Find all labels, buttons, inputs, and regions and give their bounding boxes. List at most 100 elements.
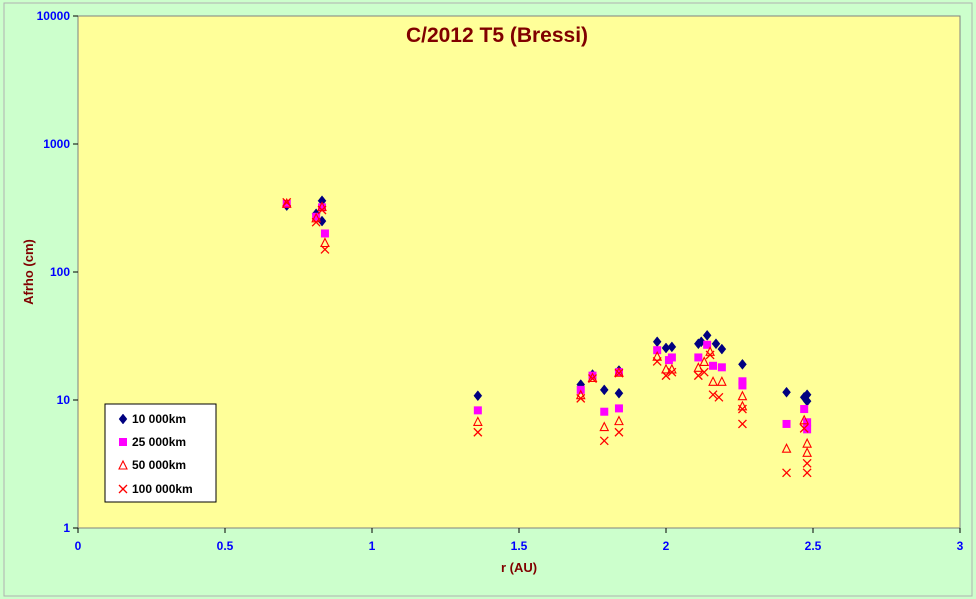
series-3 [281,197,813,457]
data-point-triangle [614,415,624,426]
data-point-diamond [717,343,727,355]
y-axis-title: Afrho (cm) [21,239,36,305]
data-point-x [667,367,677,377]
chart-area-border [3,2,973,597]
data-point-square [800,405,809,414]
data-point-square [588,371,597,380]
data-point-triangle [614,366,624,377]
x-axis-title: r (AU) [501,560,537,575]
data-point-x [799,423,809,433]
data-point-x [282,197,292,207]
legend: 10 000km 25 000km 50 000km 100 000km [104,403,217,503]
data-point-x [588,374,597,384]
data-point-diamond [667,341,677,353]
x-tick-label: 2 [663,539,670,553]
x-tick-label: 1 [369,539,376,553]
data-point-square [282,199,291,208]
data-points [281,195,813,478]
data-point-diamond [599,384,609,396]
data-point-triangle [693,362,704,372]
data-point-diamond [782,386,791,398]
data-point-x [317,205,327,215]
data-point-diamond [738,358,747,370]
series-2 [282,199,812,434]
y-axis: 1 10 100 1000 10000 [37,9,78,535]
data-point-x [652,357,662,366]
data-point-x [576,393,586,403]
data-point-x [693,371,703,381]
data-point-square [320,229,329,238]
data-point-triangle [708,376,718,386]
data-point-square [614,404,623,413]
legend-marker-triangle [118,459,128,470]
data-point-square [738,377,747,386]
data-point-triangle [781,442,792,453]
x-tick-label: 3 [957,539,964,553]
y-tick-label: 1 [63,521,70,535]
data-point-triangle [281,197,292,208]
data-point-square [709,361,718,370]
data-point-triangle [652,350,663,361]
x-axis: 0 0.5 1 1.5 2 2.5 3 [75,528,964,553]
legend-label-50000km: 50 000km [132,458,186,472]
data-point-triangle [699,356,710,367]
legend-marker-x [118,484,128,494]
data-point-x [599,436,609,446]
data-point-x [782,468,791,478]
data-point-diamond [473,390,483,402]
y-tick-label: 10 [57,393,71,407]
data-point-x [714,392,724,402]
y-tick-label: 100 [50,265,70,279]
data-point-square [667,353,676,362]
data-point-square [614,368,623,377]
plot-area [77,15,961,529]
data-point-triangle [802,447,813,457]
data-point-x [802,458,812,468]
series-4 [282,197,812,478]
data-point-x [802,468,812,478]
data-point-x [320,245,330,254]
x-tick-label: 2.5 [805,539,822,553]
data-point-x [708,390,718,400]
x-tick-label: 0 [75,539,82,553]
data-point-x [614,427,624,437]
data-point-square [782,419,791,428]
legend-label-10000km: 10 000km [132,412,186,426]
legend-label-100000km: 100 000km [132,482,193,496]
data-point-x [311,217,321,227]
data-point-diamond [614,387,624,399]
data-point-square [803,425,812,434]
legend-marker-diamond [118,413,128,425]
data-point-square [318,203,327,212]
data-point-square [717,363,726,372]
y-tick-label: 1000 [43,137,70,151]
data-point-square [312,212,321,221]
data-point-triangle [320,237,330,248]
legend-label-25000km: 25 000km [132,435,186,449]
legend-marker-square [119,438,127,446]
data-point-diamond [702,329,712,341]
data-point-x [737,419,747,429]
data-point-diamond [711,338,721,350]
data-point-square [703,340,712,349]
x-tick-label: 0.5 [217,539,234,553]
data-point-square [473,406,482,415]
x-tick-label: 1.5 [511,539,528,553]
data-point-x [705,350,715,360]
y-tick-label: 10000 [37,9,71,23]
data-point-triangle [472,416,483,426]
data-point-x [614,368,624,378]
data-point-square [653,346,662,355]
data-point-triangle [799,414,810,425]
data-point-triangle [716,376,727,386]
data-point-square [600,407,609,416]
data-point-x [473,427,483,437]
data-point-x [737,404,747,414]
data-point-square [694,353,703,362]
data-point-triangle [737,390,748,401]
chart-title: C/2012 T5 (Bressi) [406,24,588,47]
data-point-x [699,367,709,377]
legend-markers [118,413,128,494]
